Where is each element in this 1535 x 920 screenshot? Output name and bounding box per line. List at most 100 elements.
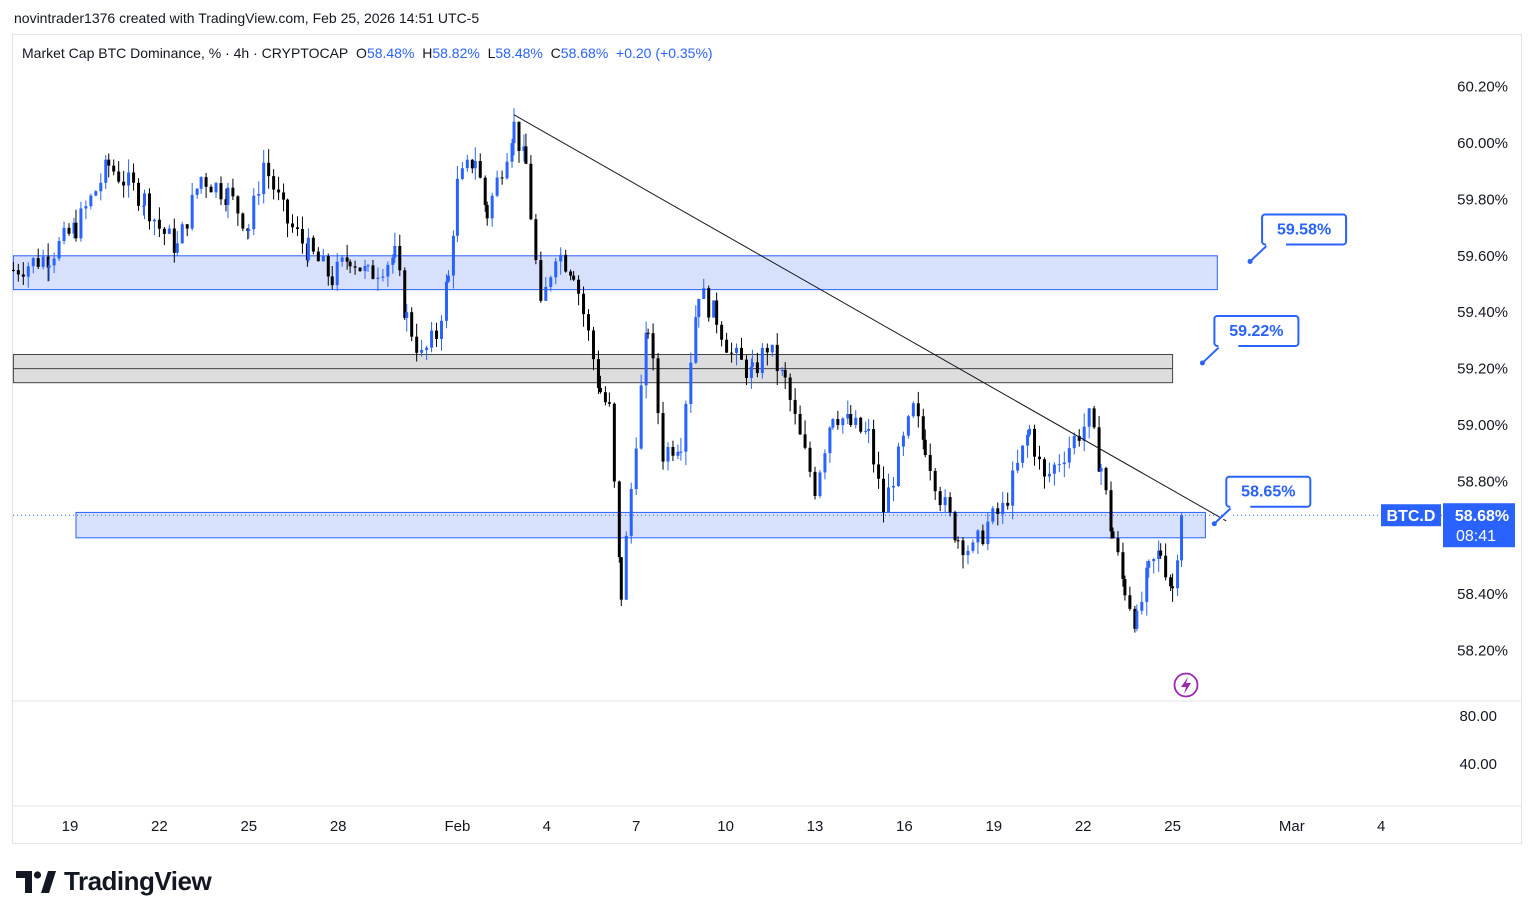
zone-blue-0[interactable]: [12, 255, 1218, 291]
x-tick-label: 19: [62, 818, 79, 835]
candle: [788, 373, 792, 412]
candle: [1180, 513, 1184, 568]
candle-body-up: [1052, 464, 1056, 474]
candle-body-up: [634, 448, 638, 489]
candle: [715, 292, 719, 334]
y-tick-label: 58.80%: [1457, 473, 1508, 490]
candle: [770, 344, 774, 357]
candle: [783, 362, 787, 390]
candle-body-down: [132, 172, 136, 183]
candle-body-up: [549, 277, 553, 287]
candle-body-down: [185, 224, 189, 229]
candle-body-down: [933, 470, 937, 492]
candle-body-up: [629, 488, 633, 536]
candle: [185, 223, 189, 237]
candle: [226, 182, 230, 219]
candle-body-down: [219, 183, 223, 200]
candle: [1116, 531, 1120, 556]
candle: [47, 259, 51, 282]
candle: [1164, 543, 1168, 581]
candle-body-down: [916, 403, 920, 417]
candle: [569, 269, 573, 281]
candle-body-up: [62, 227, 66, 241]
tradingview-brand[interactable]: TradingView: [16, 866, 212, 897]
legend-symbol-name[interactable]: Market Cap BTC Dominance, % · 4h · CRYPT…: [22, 45, 349, 61]
candle: [446, 270, 450, 283]
candle-body-up: [639, 385, 643, 449]
x-tick-label: 19: [985, 818, 1002, 835]
candle-body-up: [226, 187, 230, 205]
candle-body-up: [381, 276, 385, 278]
candle: [386, 261, 390, 287]
candle-body-down: [981, 530, 985, 545]
candle: [651, 323, 655, 371]
candle: [286, 198, 290, 238]
candle-body-down: [74, 222, 78, 239]
candle-body-up: [460, 168, 464, 179]
candle-body-down: [720, 324, 724, 340]
callout-box[interactable]: [1261, 213, 1348, 246]
symbol-badge[interactable]: [1381, 504, 1441, 527]
candle-body-up: [1087, 408, 1091, 427]
candle: [425, 345, 429, 360]
candle: [1159, 543, 1163, 559]
candle: [393, 232, 397, 263]
candle: [591, 326, 595, 371]
candle: [46, 243, 50, 282]
candle-body-down: [598, 387, 602, 393]
callout-anchor-dot: [1247, 258, 1253, 264]
candle-body-down: [410, 312, 414, 337]
candle: [470, 159, 474, 174]
candle: [510, 138, 514, 168]
candle-body-down: [569, 271, 573, 276]
candle: [1052, 462, 1056, 486]
candle-body-up: [554, 261, 558, 278]
candle: [57, 237, 61, 261]
candle-body-up: [89, 195, 93, 207]
candle-body-down: [117, 171, 121, 182]
candle: [335, 253, 339, 291]
callout-box[interactable]: [1213, 314, 1300, 347]
candle: [1123, 575, 1127, 601]
candle: [175, 231, 179, 257]
candle: [89, 193, 93, 210]
candle: [127, 159, 131, 198]
candle-body-down: [330, 276, 334, 286]
candle: [634, 437, 638, 496]
candle: [435, 322, 439, 347]
descending-trendline[interactable]: [513, 114, 1227, 522]
candle: [707, 285, 711, 322]
candle-body-up: [455, 178, 459, 236]
candle-body-up: [887, 487, 891, 513]
candle-body-up: [679, 451, 683, 453]
candle-body-up: [451, 235, 455, 276]
candle-body-up: [991, 508, 995, 522]
candle-body-down: [859, 417, 863, 432]
callout-box[interactable]: [1225, 475, 1312, 508]
candle: [495, 170, 499, 198]
callout-pointer: [1249, 243, 1285, 263]
zone-blue-2[interactable]: [75, 511, 1206, 539]
candle: [976, 529, 980, 555]
candle: [1011, 461, 1015, 520]
candle-body-up: [841, 418, 845, 426]
candle: [52, 252, 56, 274]
candle-body-up: [31, 258, 35, 267]
candle-body-down: [798, 413, 802, 435]
candle: [524, 133, 528, 165]
candle: [755, 352, 759, 378]
candle-body-down: [803, 434, 807, 448]
candle-body-down: [1123, 578, 1127, 596]
candle-body-up: [818, 472, 822, 496]
candle-body-up: [340, 257, 344, 262]
candle: [725, 332, 729, 354]
callout-pointer: [1201, 344, 1237, 364]
candle-body-up: [405, 312, 409, 319]
candle: [311, 235, 315, 255]
candle-body-down: [241, 213, 245, 229]
candle: [345, 244, 349, 270]
candle-body-down: [1128, 595, 1132, 609]
candle: [859, 416, 863, 434]
legend-change-value: +0.20 (+0.35%): [616, 45, 713, 61]
